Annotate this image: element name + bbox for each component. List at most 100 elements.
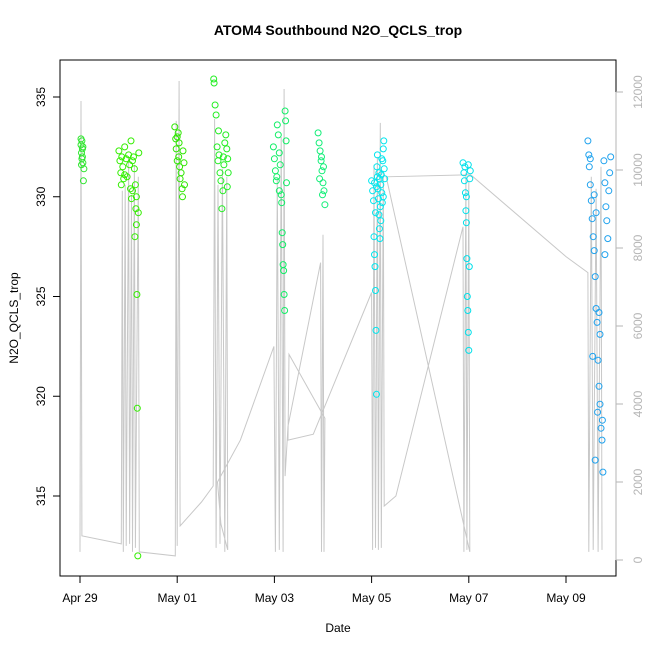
data-point — [129, 187, 136, 195]
data-point — [214, 157, 222, 165]
y2-axis: 0 2000 4000 6000 8000 10000 12000 — [615, 75, 645, 563]
data-point — [373, 183, 380, 191]
data-point — [176, 175, 184, 183]
data-point — [601, 251, 609, 259]
data-point — [595, 309, 603, 316]
data-point — [272, 177, 280, 185]
data-point — [172, 135, 180, 143]
data-point — [217, 177, 225, 185]
data-point — [216, 169, 224, 177]
data-point — [598, 416, 606, 424]
y2-tick-label: 2000 — [631, 468, 645, 495]
data-point — [223, 145, 231, 153]
data-point — [274, 131, 282, 139]
data-point — [318, 167, 326, 175]
data-point — [375, 211, 383, 219]
data-point — [222, 131, 230, 139]
x-tick-label: May 07 — [449, 591, 489, 605]
data-point — [275, 187, 283, 195]
y2-tick-label: 0 — [631, 556, 645, 563]
data-point — [211, 101, 219, 109]
data-point — [121, 143, 129, 151]
data-point — [463, 255, 471, 263]
data-point — [131, 181, 139, 189]
data-point — [586, 155, 594, 163]
data-point — [596, 400, 604, 408]
data-point — [282, 137, 290, 145]
data-point — [380, 137, 388, 145]
data-point — [594, 356, 602, 364]
data-point — [376, 235, 384, 243]
data-point — [117, 181, 125, 189]
data-point — [283, 179, 290, 187]
data-point — [177, 169, 185, 177]
data-points — [77, 75, 615, 560]
data-point — [135, 149, 143, 157]
data-point — [591, 273, 599, 281]
data-point — [372, 209, 379, 217]
x-tick-label: May 03 — [255, 591, 295, 605]
data-point — [319, 179, 327, 187]
data-point — [590, 247, 598, 255]
data-point — [373, 151, 381, 159]
y-tick-label: 325 — [34, 286, 48, 306]
data-point — [465, 263, 473, 271]
data-point — [210, 75, 218, 83]
data-point — [280, 267, 288, 275]
data-point — [173, 157, 181, 165]
data-point — [175, 153, 183, 161]
data-point — [603, 217, 611, 225]
data-point — [320, 163, 327, 171]
data-point — [607, 153, 615, 161]
data-point — [77, 141, 85, 149]
y-tick-label: 330 — [34, 186, 48, 206]
data-point — [119, 163, 127, 171]
data-point — [220, 161, 228, 169]
y-axis-title: N2O_QCLS_trop — [7, 272, 21, 364]
data-point — [373, 390, 380, 398]
data-point — [461, 163, 469, 171]
data-point — [587, 197, 595, 205]
data-point — [276, 161, 284, 169]
data-point — [121, 171, 129, 179]
data-point — [378, 189, 386, 197]
data-point — [466, 175, 474, 183]
data-point — [378, 155, 386, 163]
data-point — [372, 287, 379, 294]
data-point — [133, 404, 141, 412]
y2-tick-label: 6000 — [631, 312, 645, 339]
data-point — [275, 149, 283, 157]
data-point — [134, 552, 142, 560]
data-point — [278, 229, 286, 237]
y-tick-label: 320 — [34, 386, 48, 406]
y2-tick-label: 12000 — [631, 75, 645, 109]
data-point — [585, 151, 593, 159]
data-point — [379, 145, 387, 153]
data-point — [584, 137, 592, 145]
data-point — [598, 436, 606, 444]
data-point — [218, 205, 226, 213]
data-point — [381, 175, 389, 183]
data-point — [273, 173, 281, 181]
data-point — [127, 185, 134, 193]
y2-tick-label: 10000 — [631, 153, 645, 187]
data-point — [269, 143, 277, 151]
data-point — [465, 346, 473, 354]
data-point — [599, 468, 607, 476]
data-point — [179, 147, 187, 155]
data-point — [318, 153, 325, 161]
data-point — [130, 165, 138, 173]
data-point — [279, 241, 287, 249]
data-point — [181, 181, 188, 189]
plot-area-frame — [59, 59, 617, 577]
data-point — [282, 117, 290, 125]
data-point — [590, 191, 598, 199]
data-point — [281, 307, 289, 314]
data-point — [597, 424, 605, 432]
data-point — [179, 193, 186, 201]
data-point — [213, 143, 221, 151]
data-point — [376, 203, 384, 211]
data-point — [462, 207, 470, 215]
data-point — [464, 307, 472, 314]
